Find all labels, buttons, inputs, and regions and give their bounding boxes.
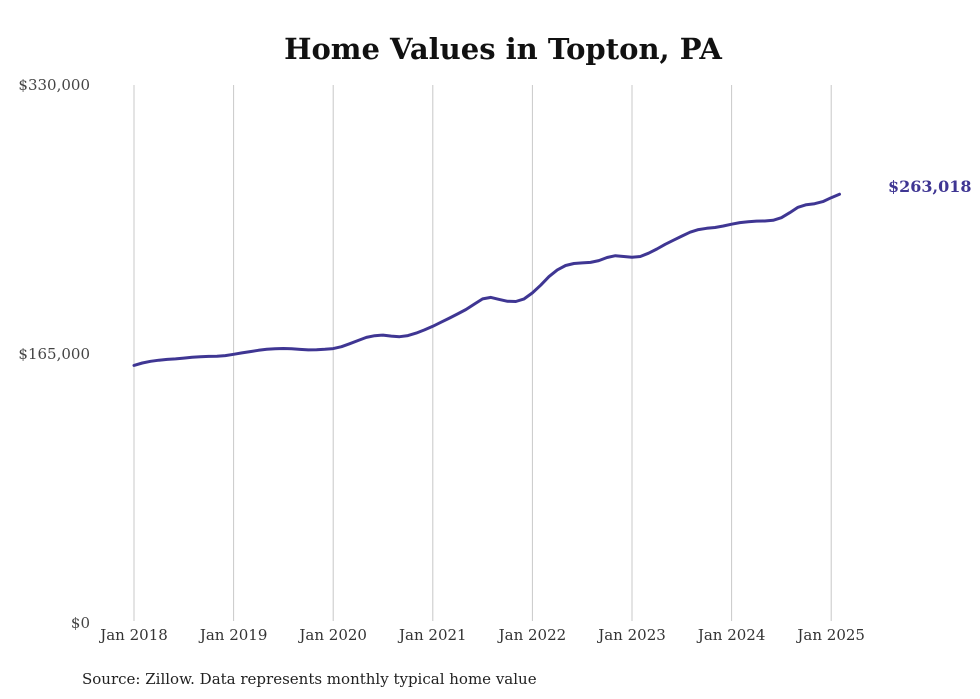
series-line-home-value xyxy=(132,192,841,367)
x-tick-label: Jan 2019 xyxy=(198,626,268,644)
x-tick-label: Jan 2021 xyxy=(397,626,467,644)
y-axis-tick-labels: $0 $165,000 $330,000 xyxy=(18,76,90,632)
y-tick-label: $0 xyxy=(71,614,90,632)
source-note: Source: Zillow. Data represents monthly … xyxy=(82,670,537,688)
x-tick-label: Jan 2025 xyxy=(795,626,865,644)
x-tick-label: Jan 2022 xyxy=(497,626,567,644)
x-tick-label: Jan 2024 xyxy=(696,626,766,644)
end-value-label: $263,018 xyxy=(888,177,972,196)
x-tick-label: Jan 2018 xyxy=(98,626,168,644)
x-axis-tick-labels: Jan 2018 Jan 2019 Jan 2020 Jan 2021 Jan 2022… xyxy=(98,626,865,644)
chart-title: Home Values in Topton, PA xyxy=(284,32,722,66)
y-tick-label: $165,000 xyxy=(18,345,90,363)
x-tick-label: Jan 2023 xyxy=(596,626,666,644)
gridlines xyxy=(133,85,832,621)
y-tick-label: $330,000 xyxy=(18,76,90,94)
x-tick-label: Jan 2020 xyxy=(297,626,367,644)
